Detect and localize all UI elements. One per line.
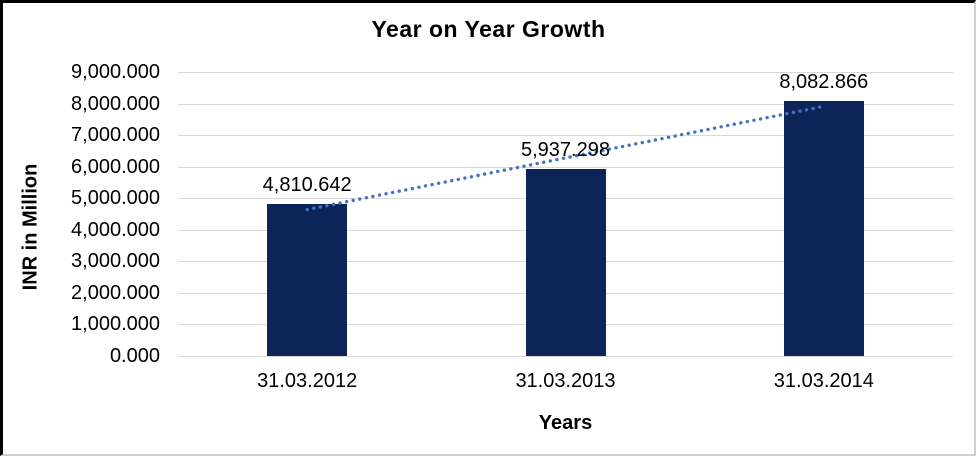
x-axis-category-label: 31.03.2014 — [773, 370, 874, 392]
gridline — [178, 103, 953, 105]
y-axis-tick-label: 8,000.000 — [71, 92, 160, 115]
bar-data-label: 5,937.298 — [521, 138, 610, 161]
chart-border-frame — [0, 0, 976, 456]
gridline — [178, 166, 953, 168]
bar-31.03.2012 — [267, 204, 348, 356]
y-axis-tick-label: 2,000.000 — [71, 281, 160, 304]
y-axis-tick-label: 1,000.000 — [71, 313, 160, 336]
bar-data-label: 4,810.642 — [262, 174, 352, 197]
y-axis-tick-label: 9,000.000 — [71, 61, 160, 83]
y-axis-tick-label: 0.000 — [109, 345, 160, 367]
bar-31.03.2014 — [783, 100, 864, 356]
bar-data-label: 8,082.866 — [779, 70, 869, 93]
gridline — [178, 72, 953, 73]
x-axis-category-label: 31.03.2012 — [257, 370, 358, 392]
trendline-dotted — [305, 104, 826, 212]
y-axis-tick-label: 6,000.000 — [71, 155, 160, 178]
chart-title: Year on Year Growth — [371, 16, 606, 42]
y-axis-tick-label: 7,000.000 — [71, 124, 160, 147]
plot-area: 4,810.642 5,937.298 8,082.866 — [178, 70, 953, 357]
gridline — [178, 135, 953, 137]
gridline — [178, 356, 953, 357]
y-axis-tick-label: 5,000.000 — [71, 187, 160, 210]
bar-31.03.2013 — [525, 168, 606, 356]
y-axis-tick-label: 3,000.000 — [71, 250, 160, 273]
y-axis-tick-label: 4,000.000 — [71, 218, 160, 241]
x-axis-title: Years — [538, 412, 593, 434]
x-axis-category-label: 31.03.2013 — [515, 370, 616, 392]
